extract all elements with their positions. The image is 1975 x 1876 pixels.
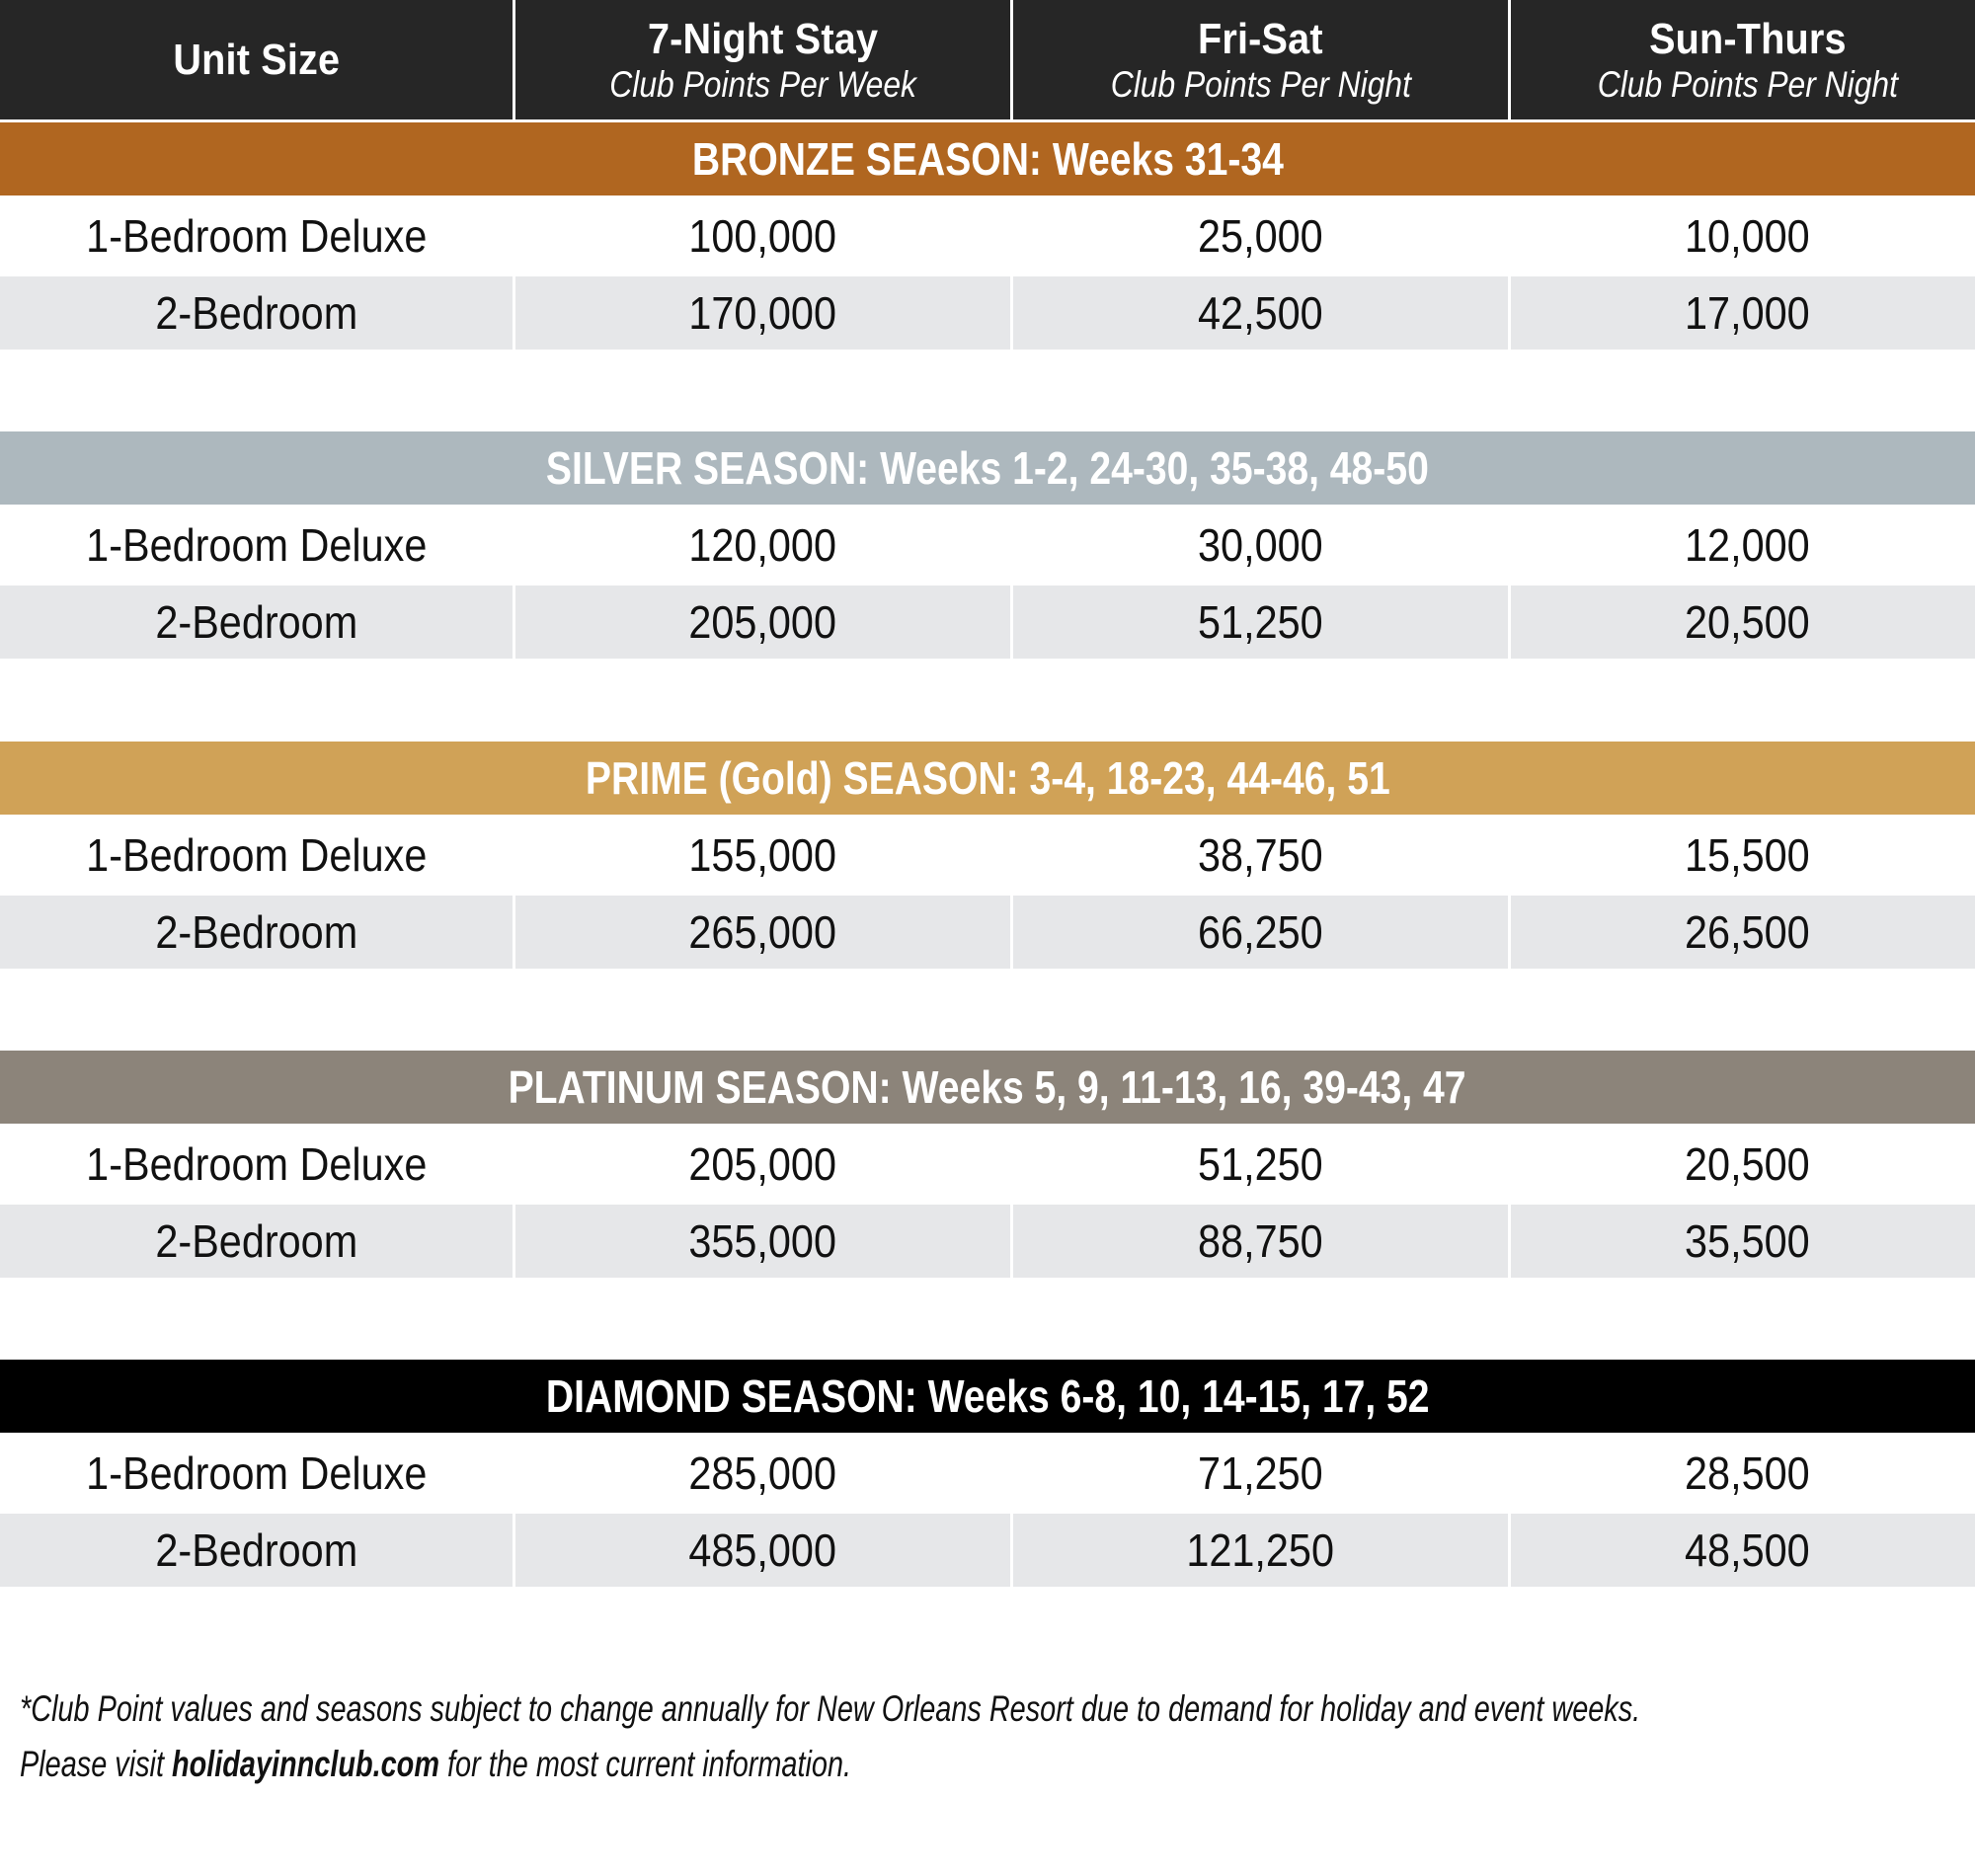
cell-sun-thurs: 15,500 — [1511, 815, 1975, 896]
cell-unit: 2-Bedroom — [0, 586, 513, 659]
season-band-gold: PRIME (Gold) SEASON: 3-4, 18-23, 44-46, … — [0, 742, 1975, 815]
header-sun-thurs: Sun-Thurs Club Points Per Night — [1511, 0, 1975, 119]
table-row: 1-Bedroom Deluxe 155,000 38,750 15,500 — [0, 815, 1975, 896]
header-sun-thurs-subtitle: Club Points Per Night — [1597, 63, 1898, 105]
table-row: 1-Bedroom Deluxe 205,000 51,250 20,500 — [0, 1124, 1975, 1205]
website-link[interactable]: holidayinnclub.com — [171, 1744, 439, 1784]
cell-fri-sat: 51,250 — [1013, 1124, 1508, 1205]
cell-unit: 1-Bedroom Deluxe — [0, 815, 513, 896]
cell-week: 265,000 — [515, 896, 1010, 969]
cell-unit: 1-Bedroom Deluxe — [0, 1124, 513, 1205]
season-band-silver: SILVER SEASON: Weeks 1-2, 24-30, 35-38, … — [0, 431, 1975, 505]
cell-fri-sat: 42,500 — [1013, 276, 1508, 350]
cell-fri-sat: 51,250 — [1013, 586, 1508, 659]
cell-sun-thurs: 26,500 — [1511, 896, 1975, 969]
cell-week: 155,000 — [515, 815, 1010, 896]
cell-sun-thurs: 20,500 — [1511, 1124, 1975, 1205]
footnote-suffix: for the most current information. — [438, 1744, 852, 1784]
season-label: SILVER SEASON: Weeks 1-2, 24-30, 35-38, … — [546, 442, 1429, 494]
cell-week: 170,000 — [515, 276, 1010, 350]
cell-week: 100,000 — [515, 195, 1010, 276]
cell-sun-thurs: 10,000 — [1511, 195, 1975, 276]
season-band-diamond: DIAMOND SEASON: Weeks 6-8, 10, 14-15, 17… — [0, 1360, 1975, 1433]
cell-unit: 2-Bedroom — [0, 1205, 513, 1278]
cell-week: 485,000 — [515, 1514, 1010, 1587]
cell-week: 205,000 — [515, 1124, 1010, 1205]
table-row: 2-Bedroom 170,000 42,500 17,000 — [0, 276, 1975, 350]
footnote: *Club Point values and seasons subject t… — [20, 1681, 1955, 1792]
cell-sun-thurs: 17,000 — [1511, 276, 1975, 350]
cell-fri-sat: 121,250 — [1013, 1514, 1508, 1587]
header-7-night-subtitle: Club Points Per Week — [609, 63, 916, 105]
season-label: PLATINUM SEASON: Weeks 5, 9, 11-13, 16, … — [509, 1061, 1466, 1113]
cell-unit: 2-Bedroom — [0, 276, 513, 350]
cell-unit: 1-Bedroom Deluxe — [0, 1433, 513, 1514]
cell-sun-thurs: 35,500 — [1511, 1205, 1975, 1278]
table-row: 1-Bedroom Deluxe 285,000 71,250 28,500 — [0, 1433, 1975, 1514]
season-label: DIAMOND SEASON: Weeks 6-8, 10, 14-15, 17… — [545, 1370, 1430, 1422]
cell-fri-sat: 25,000 — [1013, 195, 1508, 276]
cell-unit: 1-Bedroom Deluxe — [0, 505, 513, 586]
cell-fri-sat: 66,250 — [1013, 896, 1508, 969]
header-7-night-title: 7-Night Stay — [647, 14, 879, 63]
season-band-platinum: PLATINUM SEASON: Weeks 5, 9, 11-13, 16, … — [0, 1051, 1975, 1124]
table-row: 2-Bedroom 485,000 121,250 48,500 — [0, 1514, 1975, 1587]
cell-fri-sat: 71,250 — [1013, 1433, 1508, 1514]
season-label: PRIME (Gold) SEASON: 3-4, 18-23, 44-46, … — [585, 752, 1390, 804]
cell-fri-sat: 88,750 — [1013, 1205, 1508, 1278]
footnote-prefix: Please visit — [20, 1744, 172, 1784]
cell-week: 355,000 — [515, 1205, 1010, 1278]
header-sun-thurs-title: Sun-Thurs — [1648, 14, 1847, 63]
cell-week: 205,000 — [515, 586, 1010, 659]
cell-fri-sat: 30,000 — [1013, 505, 1508, 586]
season-label: BRONZE SEASON: Weeks 31-34 — [691, 133, 1284, 185]
header-unit-size-title: Unit Size — [173, 35, 340, 84]
table-row: 2-Bedroom 355,000 88,750 35,500 — [0, 1205, 1975, 1278]
cell-week: 285,000 — [515, 1433, 1010, 1514]
cell-unit: 2-Bedroom — [0, 1514, 513, 1587]
section-platinum: PLATINUM SEASON: Weeks 5, 9, 11-13, 16, … — [0, 1051, 1975, 1278]
header-unit-size: Unit Size — [0, 0, 513, 119]
section-bronze: BRONZE SEASON: Weeks 31-34 1-Bedroom Del… — [0, 122, 1975, 350]
header-7-night-stay: 7-Night Stay Club Points Per Week — [515, 0, 1010, 119]
cell-unit: 2-Bedroom — [0, 896, 513, 969]
cell-sun-thurs: 48,500 — [1511, 1514, 1975, 1587]
cell-week: 120,000 — [515, 505, 1010, 586]
section-silver: SILVER SEASON: Weeks 1-2, 24-30, 35-38, … — [0, 431, 1975, 659]
header-fri-sat: Fri-Sat Club Points Per Night — [1013, 0, 1508, 119]
cell-sun-thurs: 28,500 — [1511, 1433, 1975, 1514]
footnote-line-2: Please visit holidayinnclub.com for the … — [20, 1737, 1530, 1792]
section-gold: PRIME (Gold) SEASON: 3-4, 18-23, 44-46, … — [0, 742, 1975, 969]
cell-fri-sat: 38,750 — [1013, 815, 1508, 896]
table-row: 2-Bedroom 205,000 51,250 20,500 — [0, 586, 1975, 659]
cell-sun-thurs: 12,000 — [1511, 505, 1975, 586]
footnote-line-1: *Club Point values and seasons subject t… — [20, 1688, 1641, 1729]
season-band-bronze: BRONZE SEASON: Weeks 31-34 — [0, 122, 1975, 195]
table-row: 1-Bedroom Deluxe 120,000 30,000 12,000 — [0, 505, 1975, 586]
header-fri-sat-subtitle: Club Points Per Night — [1110, 63, 1411, 105]
table-row: 1-Bedroom Deluxe 100,000 25,000 10,000 — [0, 195, 1975, 276]
table-row: 2-Bedroom 265,000 66,250 26,500 — [0, 896, 1975, 969]
table-header: Unit Size 7-Night Stay Club Points Per W… — [0, 0, 1975, 119]
section-diamond: DIAMOND SEASON: Weeks 6-8, 10, 14-15, 17… — [0, 1360, 1975, 1587]
cell-unit: 1-Bedroom Deluxe — [0, 195, 513, 276]
header-fri-sat-title: Fri-Sat — [1198, 14, 1323, 63]
cell-sun-thurs: 20,500 — [1511, 586, 1975, 659]
